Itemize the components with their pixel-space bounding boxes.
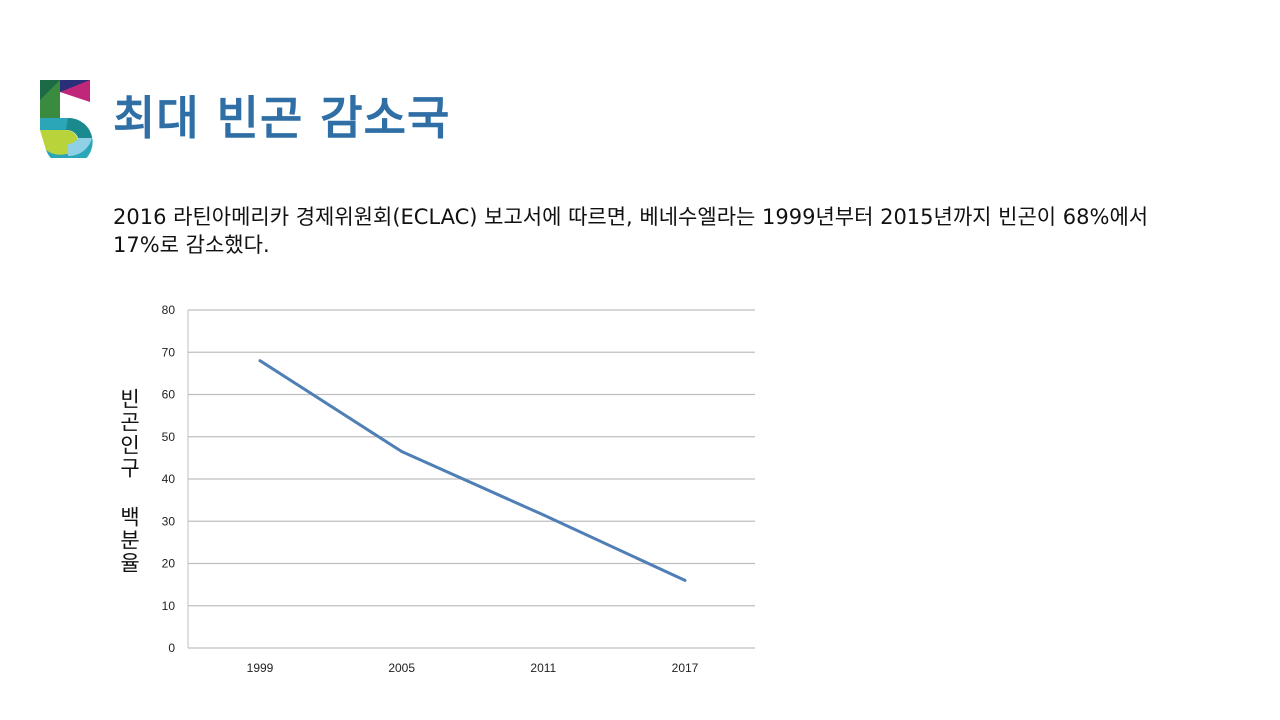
chart-gridlines	[187, 309, 755, 649]
y-tick-label-30: 30	[162, 514, 176, 528]
x-tick-label-2005: 2005	[388, 661, 415, 675]
slide-body-text: 2016 라틴아메리카 경제위원회(ECLAC) 보고서에 따르면, 베네수엘라…	[113, 205, 1149, 257]
chart-y-axis-label: 빈곤인구 백분율	[117, 388, 141, 575]
y-tick-label-20: 20	[162, 557, 176, 571]
data-point-2017	[683, 579, 687, 582]
x-tick-label-1999: 1999	[247, 661, 274, 675]
y-tick-label-10: 10	[162, 599, 176, 613]
brand-logo	[40, 80, 93, 158]
chart-y-ticks: 0 10 20 30 40 50 60 70 80	[162, 303, 176, 655]
chart-x-ticks: 1999 2005 2011 2017	[247, 661, 699, 675]
poverty-line-chart: 0 10 20 30 40 50 60 70 80 1999 2005 2011 2017	[162, 303, 755, 675]
series-line-0	[258, 359, 687, 582]
x-tick-label-2011: 2011	[530, 661, 556, 675]
data-point-1999	[258, 359, 262, 362]
data-point-2011	[542, 513, 545, 517]
x-tick-label-2017: 2017	[672, 661, 699, 675]
data-point-2005	[400, 450, 403, 453]
y-tick-label-0: 0	[168, 641, 175, 655]
chart-series	[258, 359, 687, 582]
y-tick-label-40: 40	[162, 472, 176, 486]
slide-title: 최대 빈곤 감소국	[113, 91, 451, 145]
y-tick-label-50: 50	[162, 430, 176, 444]
y-tick-label-60: 60	[162, 388, 176, 402]
y-tick-label-80: 80	[162, 303, 176, 317]
y-tick-label-70: 70	[162, 345, 176, 359]
